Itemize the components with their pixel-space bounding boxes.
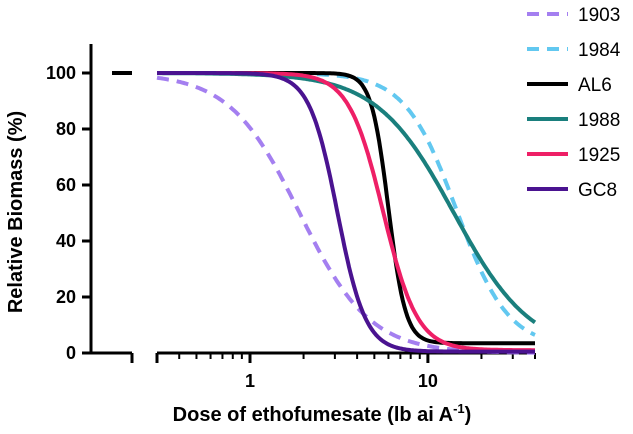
series-curves — [156, 71, 537, 355]
x-axis-title-suffix: ) — [465, 404, 472, 426]
legend-label-AL6: AL6 — [578, 75, 612, 96]
series-line-1925 — [156, 71, 536, 353]
y-tick-label: 40 — [56, 231, 76, 251]
y-axis-title: Relative Biomass (%) — [5, 111, 27, 313]
x-axis-title: Dose of ethofumesate (lb ai A-1) — [173, 401, 472, 426]
y-tick-label: 100 — [46, 63, 76, 83]
legend-label-GC8: GC8 — [578, 180, 617, 201]
legend-label-1925: 1925 — [578, 145, 620, 166]
y-tick-label: 80 — [56, 119, 76, 139]
y-tick-label: 60 — [56, 175, 76, 195]
series-line-1903 — [156, 75, 536, 355]
legend: 1903 1984 AL6 1988 1925 GC8 — [527, 5, 621, 201]
x-tick-label: 1 — [245, 371, 255, 391]
series-line-AL6 — [156, 71, 536, 346]
legend-label-1988: 1988 — [578, 110, 620, 131]
x-tick-label: 10 — [418, 371, 438, 391]
y-tick-label: 20 — [56, 287, 76, 307]
legend-label-1984: 1984 — [578, 40, 621, 61]
series-line-1988 — [156, 71, 537, 325]
axes: 0 20 40 60 80 100 1 10 — [46, 44, 536, 391]
x-axis-title-main: Dose of ethofumesate (lb ai A — [173, 404, 453, 426]
series-line-GC8 — [156, 71, 536, 354]
legend-label-1903: 1903 — [578, 5, 620, 26]
x-axis-title-superscript: -1 — [453, 401, 465, 416]
y-tick-label: 0 — [66, 343, 76, 363]
